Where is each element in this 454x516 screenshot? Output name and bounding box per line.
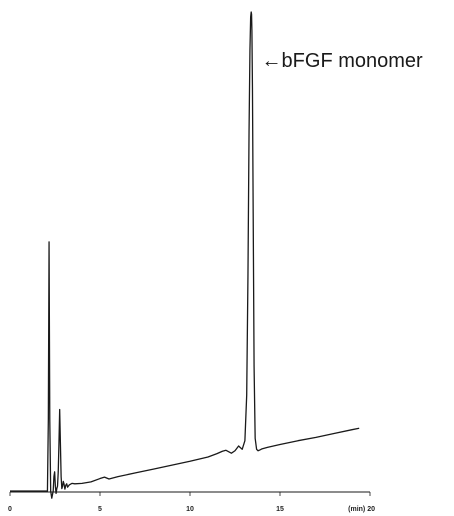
- x-tick-label: 5: [98, 506, 102, 513]
- chromatogram-trace: [10, 11, 360, 499]
- x-tick-label: 0: [8, 506, 12, 513]
- x-tick-label: 10: [186, 506, 194, 513]
- x-axis: 0 5 10 15 (min) 20: [8, 491, 375, 513]
- x-tick-label: (min) 20: [348, 506, 375, 513]
- x-tick-label: 15: [276, 506, 284, 513]
- peak-annotation-bfgf-monomer: ←bFGF monomer: [262, 50, 423, 72]
